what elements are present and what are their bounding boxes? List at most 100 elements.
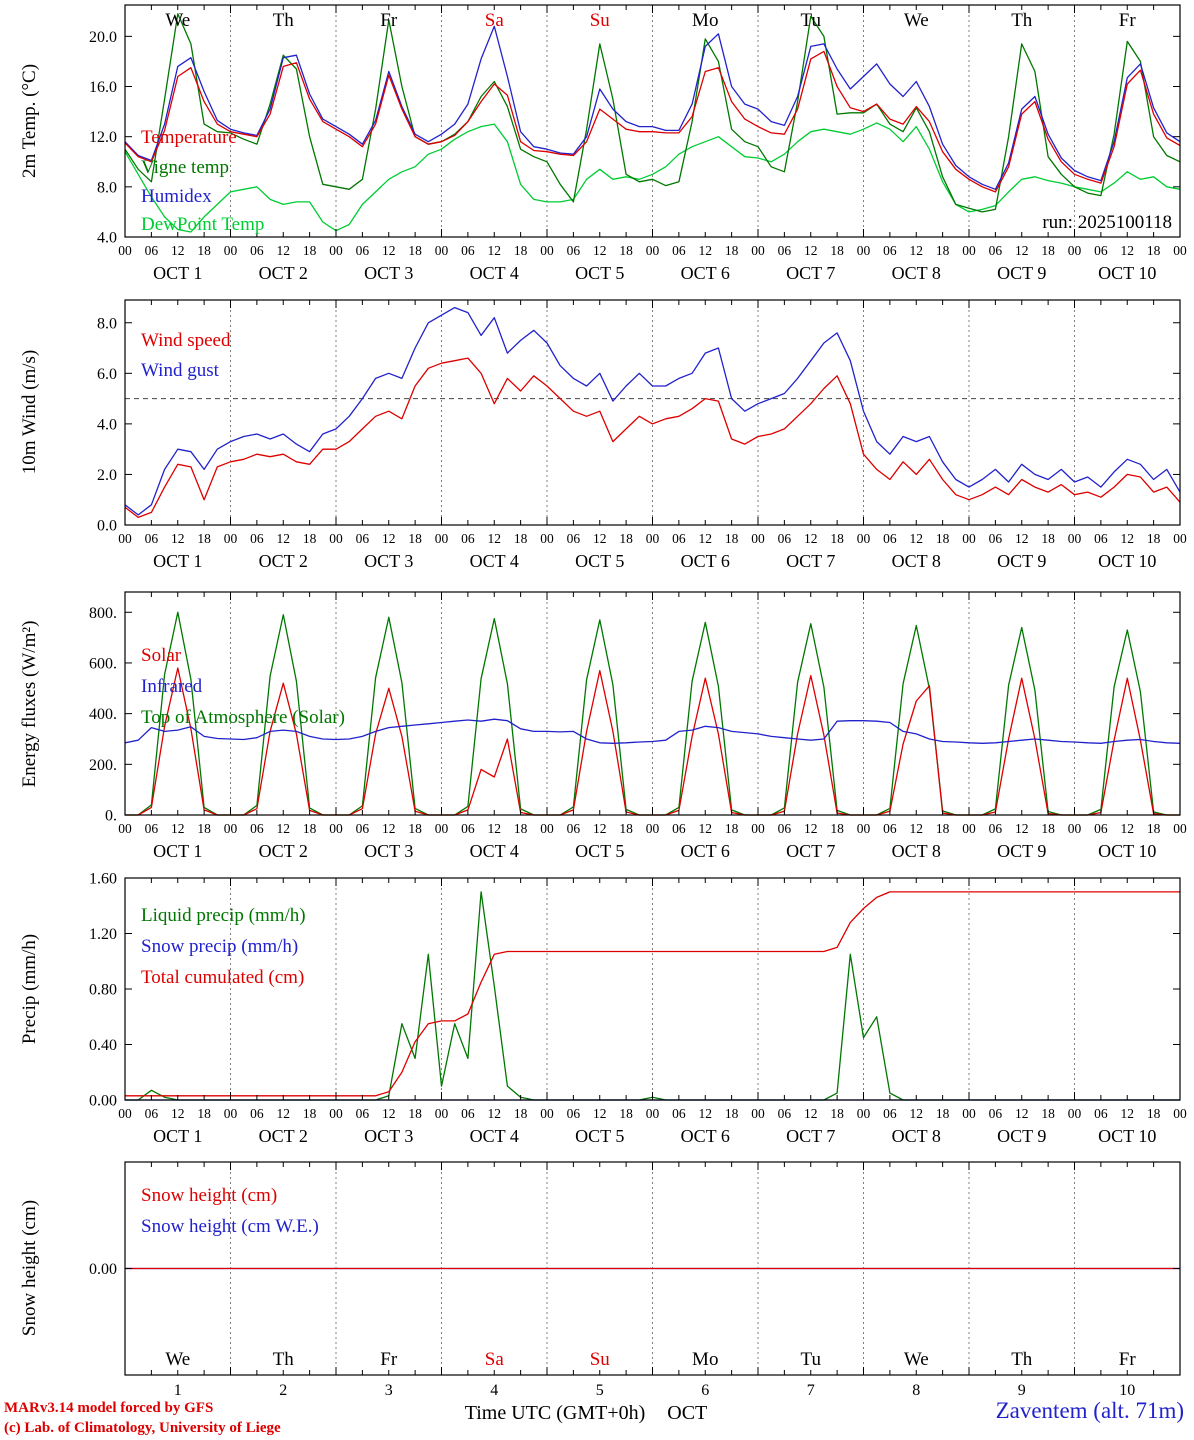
svg-text:OCT 10: OCT 10 [1098, 263, 1156, 283]
svg-text:00: 00 [435, 821, 449, 836]
svg-text:00: 00 [962, 243, 976, 258]
y-axis-label-precip: Precip (mm/h) [19, 933, 40, 1045]
svg-text:18: 18 [303, 243, 317, 258]
svg-text:12: 12 [910, 243, 924, 258]
svg-text:18: 18 [1041, 821, 1055, 836]
svg-text:00: 00 [329, 821, 343, 836]
svg-text:OCT 2: OCT 2 [259, 841, 308, 861]
svg-text:OCT 9: OCT 9 [997, 841, 1046, 861]
svg-text:00: 00 [329, 243, 343, 258]
svg-text:Mo: Mo [692, 1349, 718, 1370]
svg-text:OCT 5: OCT 5 [575, 841, 624, 861]
station-label: Zaventem (alt. 71m) [995, 1398, 1184, 1423]
svg-text:12: 12 [171, 1106, 185, 1121]
svg-text:OCT 2: OCT 2 [259, 1126, 308, 1146]
svg-text:12: 12 [488, 531, 502, 546]
svg-text:18: 18 [408, 531, 422, 546]
svg-text:1.60: 1.60 [89, 871, 117, 888]
svg-text:06: 06 [567, 243, 581, 258]
svg-text:600.: 600. [89, 655, 117, 672]
svg-text:OCT 1: OCT 1 [153, 551, 202, 571]
svg-text:06: 06 [1094, 243, 1108, 258]
svg-text:12: 12 [699, 531, 713, 546]
svg-text:18: 18 [303, 821, 317, 836]
svg-text:12: 12 [910, 531, 924, 546]
svg-text:06: 06 [989, 1106, 1003, 1121]
svg-text:00: 00 [962, 821, 976, 836]
svg-text:06: 06 [461, 531, 475, 546]
svg-text:20.0: 20.0 [89, 29, 117, 46]
svg-text:06: 06 [567, 1106, 581, 1121]
svg-text:00: 00 [224, 243, 238, 258]
svg-text:Fr: Fr [380, 10, 398, 31]
svg-text:12: 12 [1015, 821, 1029, 836]
svg-text:00: 00 [646, 243, 660, 258]
svg-text:12: 12 [1121, 1106, 1135, 1121]
svg-text:00: 00 [857, 1106, 871, 1121]
svg-text:00: 00 [118, 531, 132, 546]
svg-text:Tu: Tu [801, 10, 822, 31]
svg-text:18: 18 [725, 531, 739, 546]
svg-text:We: We [904, 1349, 929, 1370]
svg-text:06: 06 [672, 821, 686, 836]
svg-text:OCT 9: OCT 9 [997, 1126, 1046, 1146]
svg-text:OCT 10: OCT 10 [1098, 1126, 1156, 1146]
svg-text:06: 06 [461, 1106, 475, 1121]
svg-text:00: 00 [1173, 243, 1187, 258]
svg-text:06: 06 [672, 243, 686, 258]
svg-text:4: 4 [490, 1382, 498, 1399]
svg-text:18: 18 [1147, 821, 1161, 836]
svg-text:06: 06 [989, 243, 1003, 258]
svg-text:00: 00 [646, 531, 660, 546]
svg-text:Th: Th [1011, 10, 1033, 31]
legend-toa-solar: Top of Atmosphere (Solar) [141, 707, 345, 728]
svg-text:2: 2 [279, 1382, 287, 1399]
svg-text:OCT 1: OCT 1 [153, 841, 202, 861]
svg-text:8.0: 8.0 [97, 179, 117, 196]
svg-text:12.0: 12.0 [89, 129, 117, 146]
svg-text:18: 18 [408, 243, 422, 258]
svg-text:400.: 400. [89, 706, 117, 723]
svg-text:06: 06 [145, 821, 159, 836]
svg-text:Fr: Fr [1119, 1349, 1137, 1370]
svg-text:3: 3 [385, 1382, 393, 1399]
svg-text:00: 00 [1068, 243, 1082, 258]
svg-text:12: 12 [1015, 1106, 1029, 1121]
svg-text:9: 9 [1018, 1382, 1026, 1399]
svg-text:5: 5 [596, 1382, 604, 1399]
svg-text:00: 00 [1173, 1106, 1187, 1121]
svg-text:OCT 4: OCT 4 [470, 551, 519, 571]
svg-text:06: 06 [461, 243, 475, 258]
svg-text:12: 12 [699, 243, 713, 258]
svg-text:00: 00 [1068, 1106, 1082, 1121]
svg-text:12: 12 [171, 243, 185, 258]
svg-text:00: 00 [1068, 821, 1082, 836]
svg-text:00: 00 [540, 821, 554, 836]
legend-vigne-temp: Vigne temp [141, 157, 230, 178]
svg-text:06: 06 [250, 1106, 264, 1121]
svg-text:12: 12 [1015, 243, 1029, 258]
svg-text:12: 12 [1121, 243, 1135, 258]
svg-text:12: 12 [382, 1106, 396, 1121]
svg-text:OCT 9: OCT 9 [997, 551, 1046, 571]
svg-text:12: 12 [1121, 531, 1135, 546]
svg-text:06: 06 [145, 243, 159, 258]
svg-text:00: 00 [751, 243, 765, 258]
svg-text:00: 00 [435, 531, 449, 546]
legend-solar: Solar [141, 645, 182, 666]
footer-model-credit: MARv3.14 model forced by GFS [4, 1400, 214, 1416]
svg-text:18: 18 [1147, 243, 1161, 258]
svg-text:06: 06 [672, 531, 686, 546]
svg-text:00: 00 [118, 821, 132, 836]
svg-text:OCT 6: OCT 6 [681, 1126, 730, 1146]
svg-text:0.40: 0.40 [89, 1037, 117, 1054]
svg-text:Su: Su [590, 1349, 611, 1370]
svg-text:We: We [904, 10, 929, 31]
svg-text:12: 12 [277, 243, 291, 258]
legend-wind-speed: Wind speed [141, 330, 231, 351]
svg-text:18: 18 [725, 1106, 739, 1121]
svg-text:12: 12 [1121, 821, 1135, 836]
svg-text:18: 18 [514, 531, 528, 546]
svg-text:0.00: 0.00 [89, 1261, 117, 1278]
svg-text:Fr: Fr [380, 1349, 398, 1370]
